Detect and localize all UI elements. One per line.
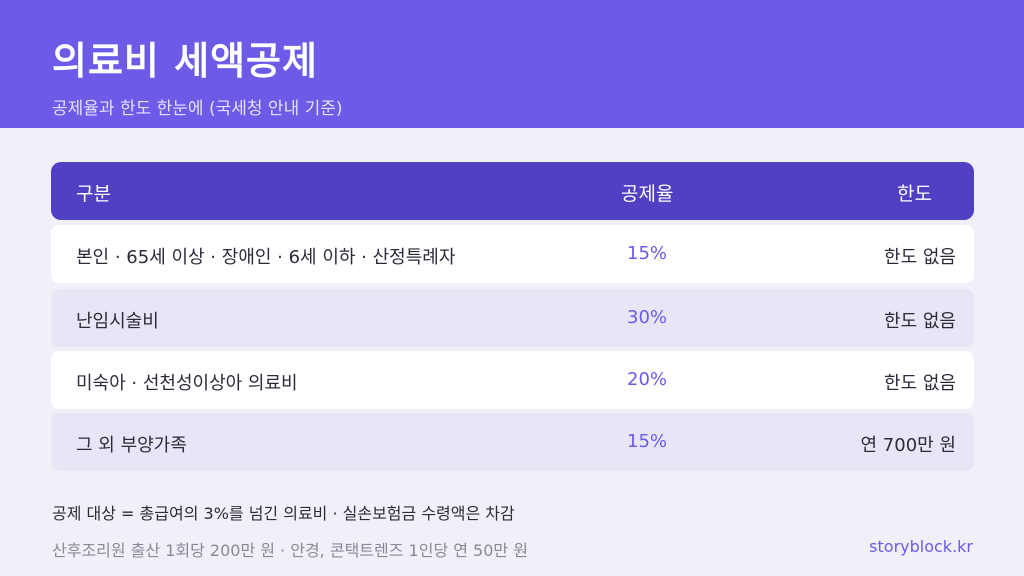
table-row: 본인 · 65세 이상 · 장애인 · 6세 이하 · 산정특례자 15% 한도… xyxy=(51,225,974,283)
header-banner: 의료비 세액공제 공제율과 한도 한눈에 (국세청 안내 기준) xyxy=(0,0,1024,128)
column-header-rate: 공제율 xyxy=(621,183,674,205)
row-rate: 15% xyxy=(627,431,668,452)
row-category: 난임시술비 xyxy=(76,311,159,332)
row-limit: 한도 없음 xyxy=(884,247,956,268)
row-category: 그 외 부양가족 xyxy=(76,435,187,456)
brand-link[interactable]: storyblock.kr xyxy=(869,537,973,556)
row-category: 본인 · 65세 이상 · 장애인 · 6세 이하 · 산정특례자 xyxy=(76,247,456,268)
table-row: 그 외 부양가족 15% 연 700만 원 xyxy=(51,413,974,471)
column-header-category: 구분 xyxy=(76,183,111,205)
row-rate: 20% xyxy=(627,369,668,390)
page-title: 의료비 세액공제 xyxy=(52,39,318,83)
footnote-extra-limits: 산후조리원 출산 1회당 200만 원 · 안경, 콘택트렌즈 1인당 연 50… xyxy=(52,541,528,560)
table-row: 미숙아 · 선천성이상아 의료비 20% 한도 없음 xyxy=(51,351,974,409)
row-rate: 15% xyxy=(627,243,668,264)
footnote-deduction-target: 공제 대상 = 총급여의 3%를 넘긴 의료비 · 실손보험금 수령액은 차감 xyxy=(52,504,515,523)
row-limit: 한도 없음 xyxy=(884,373,956,394)
row-limit: 연 700만 원 xyxy=(860,435,956,456)
row-rate: 30% xyxy=(627,307,668,328)
row-category: 미숙아 · 선천성이상아 의료비 xyxy=(76,373,298,394)
page-subtitle: 공제율과 한도 한눈에 (국세청 안내 기준) xyxy=(52,99,343,119)
column-header-limit: 한도 xyxy=(897,183,932,205)
table-row: 난임시술비 30% 한도 없음 xyxy=(51,289,974,347)
row-limit: 한도 없음 xyxy=(884,311,956,332)
table-header: 구분 공제율 한도 xyxy=(51,162,974,220)
